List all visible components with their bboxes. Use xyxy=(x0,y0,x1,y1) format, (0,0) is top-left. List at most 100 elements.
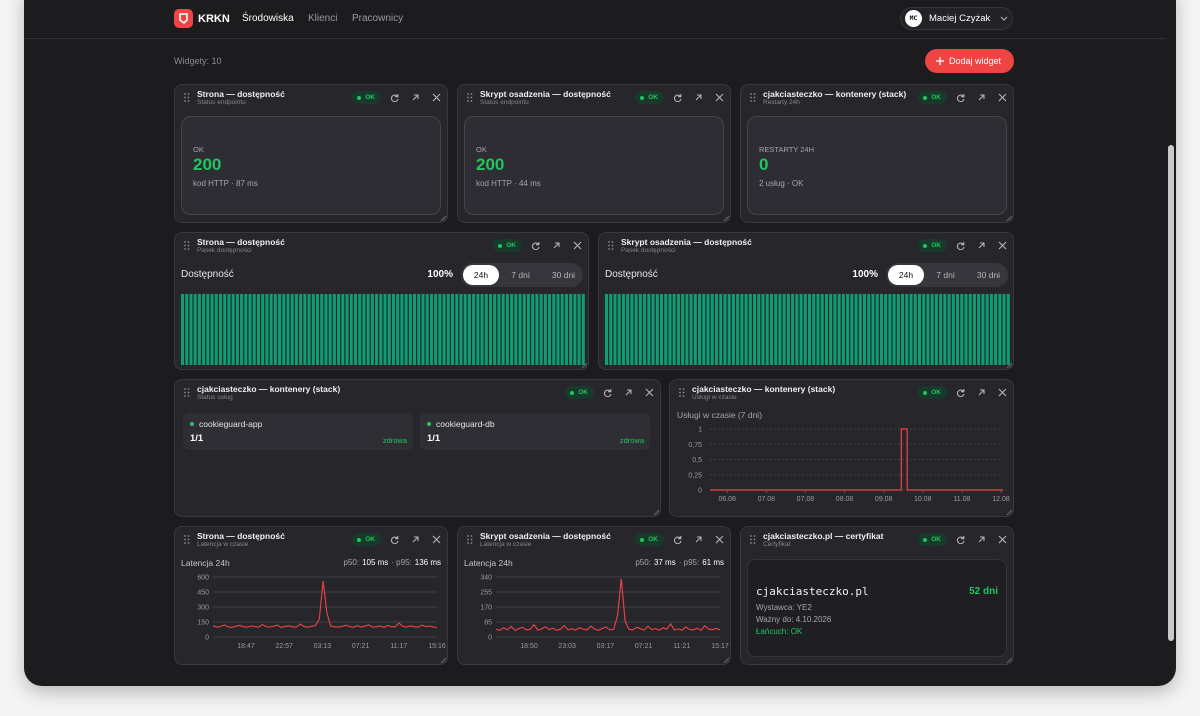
open-icon[interactable] xyxy=(977,241,986,250)
x-tick-label: 12.08 xyxy=(992,496,1010,503)
open-icon[interactable] xyxy=(624,388,633,397)
drag-handle[interactable] xyxy=(467,93,473,102)
drag-dot xyxy=(470,93,473,95)
close-icon[interactable] xyxy=(998,535,1007,544)
y-tick-label: 0 xyxy=(205,635,209,642)
range-option[interactable]: 30 dni xyxy=(976,270,1001,280)
close-icon[interactable] xyxy=(573,241,582,250)
uptime-bar xyxy=(803,294,807,365)
status-badge: OK xyxy=(635,91,664,104)
nav-link[interactable]: Środowiska xyxy=(242,13,294,24)
drag-handle[interactable] xyxy=(608,241,614,250)
uptime-bar xyxy=(442,294,446,365)
drag-dot xyxy=(184,241,186,243)
uptime-bar xyxy=(769,294,773,365)
x-tick-label: 18:47 xyxy=(237,643,255,650)
range-option[interactable]: 24h xyxy=(888,265,924,285)
user-menu[interactable]: MC Maciej Czyżak xyxy=(900,7,1013,30)
uptime-bar xyxy=(244,294,248,365)
drag-dot xyxy=(611,244,614,247)
open-icon[interactable] xyxy=(977,93,986,102)
close-icon[interactable] xyxy=(998,388,1007,397)
drag-handle[interactable] xyxy=(750,93,756,102)
uptime-bar xyxy=(493,294,497,365)
add-widget-button[interactable]: Dodaj widget xyxy=(925,49,1014,73)
stat-panel: OK 200 kod HTTP · 44 ms xyxy=(464,116,724,215)
x-tick-label: 15:16 xyxy=(428,643,446,650)
nav-link[interactable]: Pracownicy xyxy=(352,13,404,24)
service-name: cookieguard-app xyxy=(199,419,263,429)
refresh-icon[interactable] xyxy=(956,93,965,102)
drag-handle[interactable] xyxy=(679,388,685,397)
status-badge: OK xyxy=(918,91,947,104)
refresh-icon[interactable] xyxy=(956,535,965,544)
drag-handle[interactable] xyxy=(467,535,473,544)
uptime-bar xyxy=(702,294,706,365)
drag-handle[interactable] xyxy=(750,535,756,544)
refresh-icon[interactable] xyxy=(956,241,965,250)
refresh-icon[interactable] xyxy=(673,93,682,102)
uptime-bar xyxy=(731,294,735,365)
drag-handle[interactable] xyxy=(184,388,190,397)
drag-handle[interactable] xyxy=(184,535,190,544)
x-tick-label: 10.08 xyxy=(914,496,932,503)
badge-dot xyxy=(357,537,362,542)
drag-dot xyxy=(187,395,190,397)
open-icon[interactable] xyxy=(694,535,703,544)
series-line xyxy=(212,580,438,629)
uptime-bar xyxy=(879,294,883,365)
status-badge: OK xyxy=(352,91,381,104)
uptime-bar xyxy=(311,294,315,365)
close-icon[interactable] xyxy=(998,241,1007,250)
uptime-bar xyxy=(647,294,651,365)
nav-link[interactable]: Klienci xyxy=(308,13,338,24)
open-icon[interactable] xyxy=(411,93,420,102)
uptime-bar xyxy=(956,294,960,365)
uptime-bar xyxy=(634,294,638,365)
refresh-icon[interactable] xyxy=(673,535,682,544)
close-icon[interactable] xyxy=(998,93,1007,102)
open-icon[interactable] xyxy=(552,241,561,250)
stat-panel: RESTARTY 24H 0 2 usług · OK xyxy=(747,116,1007,215)
uptime-bar xyxy=(463,294,467,365)
close-icon[interactable] xyxy=(432,535,441,544)
avatar: MC xyxy=(905,10,922,27)
close-icon[interactable] xyxy=(715,535,724,544)
drag-dot xyxy=(679,391,681,394)
drag-handle[interactable] xyxy=(184,93,190,102)
open-icon[interactable] xyxy=(977,535,986,544)
open-icon[interactable] xyxy=(977,388,986,397)
widget-card: cjakciasteczko — kontenery (stack) Restar… xyxy=(740,84,1014,223)
status-badge: OK xyxy=(565,386,594,399)
open-icon[interactable] xyxy=(694,93,703,102)
close-icon[interactable] xyxy=(715,93,724,102)
uptime-bar xyxy=(786,294,790,365)
uptime-bar xyxy=(943,294,947,365)
refresh-icon[interactable] xyxy=(390,93,399,102)
refresh-icon[interactable] xyxy=(603,388,612,397)
drag-handle[interactable] xyxy=(184,241,190,250)
refresh-icon[interactable] xyxy=(390,535,399,544)
uptime-bar xyxy=(185,294,189,365)
close-icon[interactable] xyxy=(432,93,441,102)
uptime-bar xyxy=(417,294,421,365)
widget-title: cjakciasteczko — kontenery (stack) xyxy=(197,384,341,394)
summary-label: · p95: xyxy=(678,558,700,567)
uptime-bar xyxy=(514,294,518,365)
refresh-icon[interactable] xyxy=(956,388,965,397)
uptime-bar xyxy=(884,294,888,365)
uptime-bar xyxy=(998,294,1002,365)
close-icon[interactable] xyxy=(645,388,654,397)
open-icon[interactable] xyxy=(411,535,420,544)
range-option[interactable]: 24h xyxy=(463,265,499,285)
widget-card: Strona — dostępność Status endpointu OK OK 2… xyxy=(174,84,448,223)
uptime-bars xyxy=(605,294,1010,365)
range-option[interactable]: 7 dni xyxy=(511,270,530,280)
drag-dot xyxy=(184,96,186,99)
drag-dot xyxy=(184,388,186,390)
range-option[interactable]: 30 dni xyxy=(551,270,576,280)
uptime-bar xyxy=(526,294,530,365)
range-option[interactable]: 7 dni xyxy=(936,270,955,280)
refresh-icon[interactable] xyxy=(531,241,540,250)
